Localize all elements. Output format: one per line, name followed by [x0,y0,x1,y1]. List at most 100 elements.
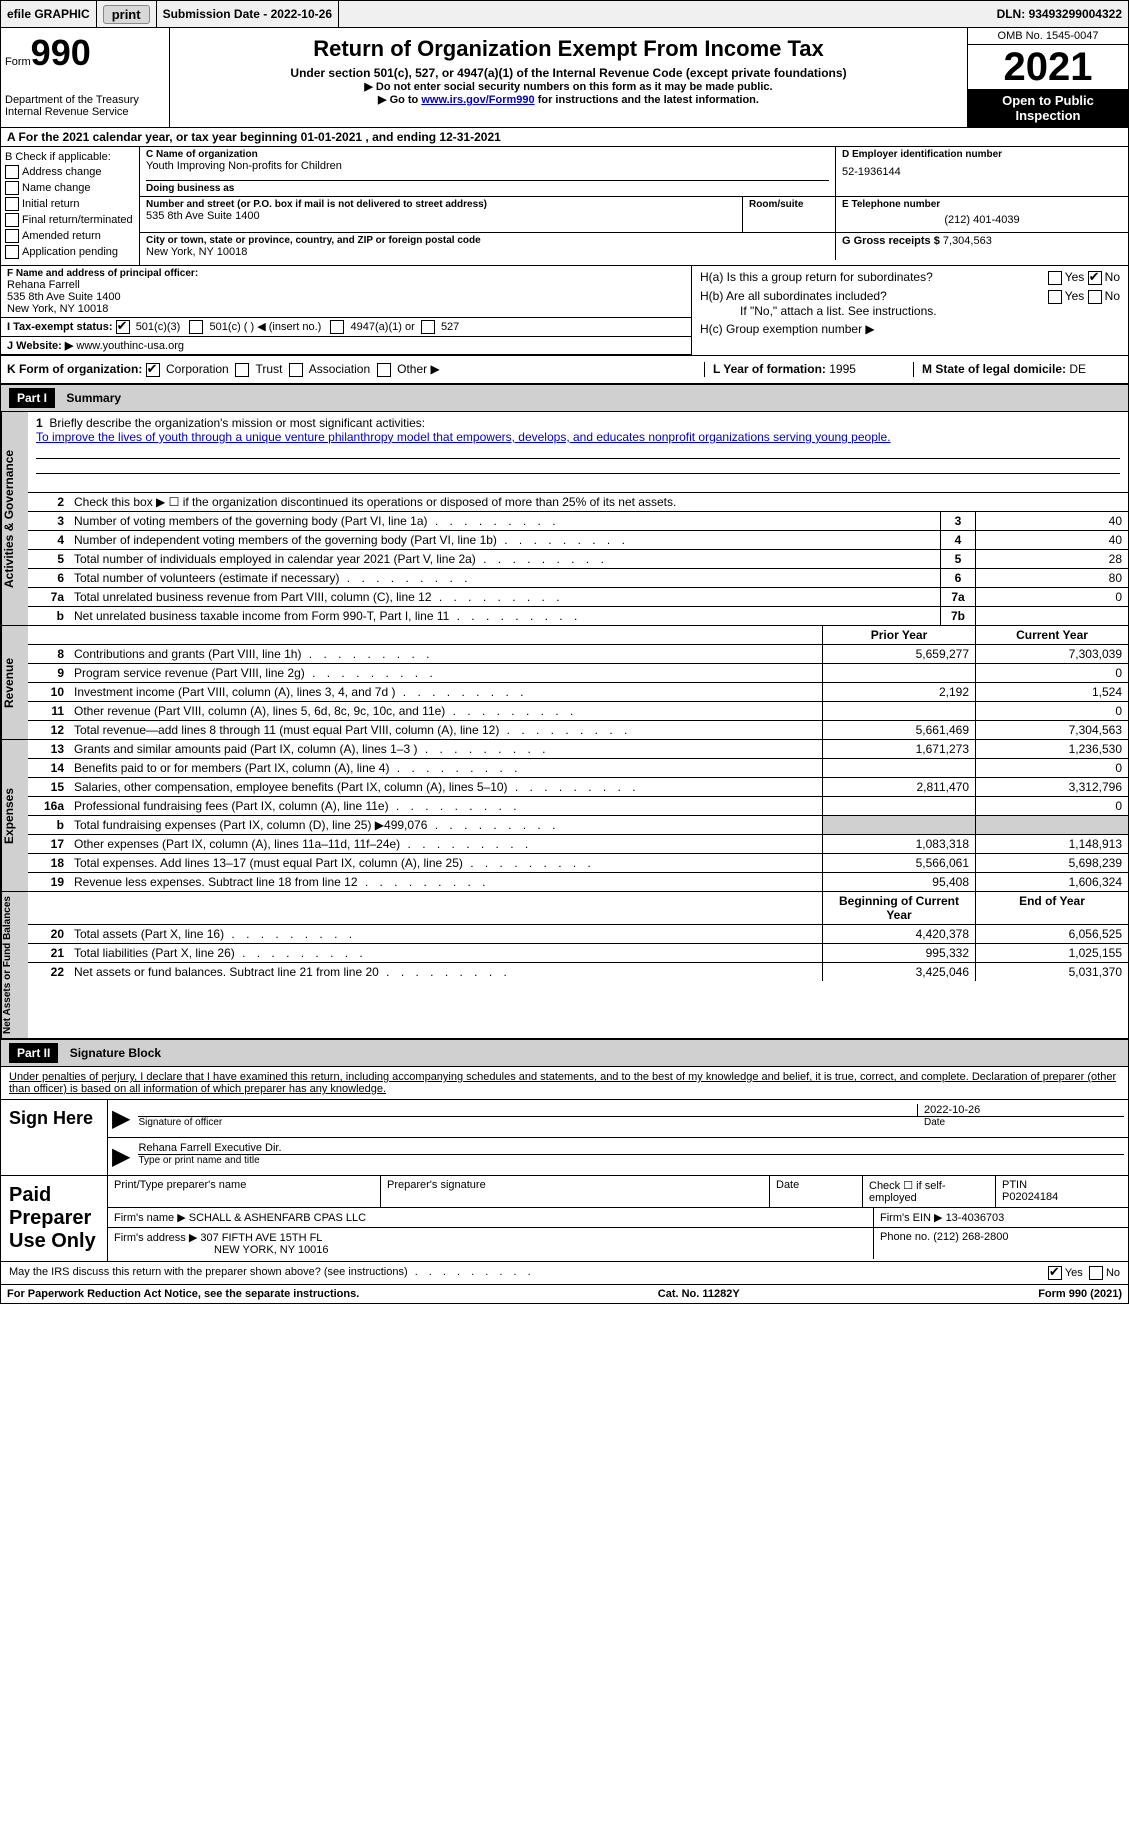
summary-line: 11 Other revenue (Part VIII, column (A),… [28,702,1128,721]
firm-addr1: 307 FIFTH AVE 15TH FL [200,1232,322,1244]
chk-association[interactable] [289,363,303,377]
chk-corporation[interactable] [146,363,160,377]
ha-yes[interactable] [1048,271,1062,285]
hb-label: H(b) Are all subordinates included? [700,289,887,303]
discuss-yes[interactable] [1048,1266,1062,1280]
ptin-value: P02024184 [1002,1191,1058,1203]
form-subtitle: Under section 501(c), 527, or 4947(a)(1)… [174,66,963,80]
website-note: ▶ Go to www.irs.gov/Form990 for instruct… [174,93,963,106]
summary-line: 10 Investment income (Part VIII, column … [28,683,1128,702]
chk-501c[interactable] [189,320,203,334]
summary-line: 5 Total number of individuals employed i… [28,550,1128,569]
discuss-no[interactable] [1089,1266,1103,1280]
top-bar: efile GRAPHIC print Submission Date - 20… [0,0,1129,28]
ein-value: 52-1936144 [842,160,1122,184]
summary-line: 13 Grants and similar amounts paid (Part… [28,740,1128,759]
irs-label: Internal Revenue Service [5,106,165,118]
part1-governance: Activities & Governance 1 Briefly descri… [0,412,1129,626]
chk-final-return[interactable]: Final return/terminated [5,213,135,227]
page-footer: For Paperwork Reduction Act Notice, see … [0,1285,1129,1304]
begin-year-header: Beginning of Current Year [822,892,975,924]
entity-info-grid: B Check if applicable: Address change Na… [0,147,1129,266]
col-b-checkboxes: B Check if applicable: Address change Na… [1,147,140,265]
street-address: 535 8th Ave Suite 1400 [146,210,736,222]
part1-net-assets: Net Assets or Fund Balances Beginning of… [0,892,1129,1039]
prior-year-header: Prior Year [822,626,975,644]
year-box: OMB No. 1545-0047 2021 Open to Public In… [968,28,1128,127]
phone-value: (212) 401-4039 [842,210,1122,230]
self-employed-check[interactable]: Check ☐ if self-employed [863,1176,996,1207]
dln: DLN: 93493299004322 [991,1,1128,27]
open-inspection: Open to Public Inspection [968,89,1128,127]
arrow-icon: ▶ [112,1104,130,1133]
chk-amended-return[interactable]: Amended return [5,229,135,243]
title-box: Return of Organization Exempt From Incom… [170,28,968,127]
chk-other[interactable] [377,363,391,377]
summary-line: 14 Benefits paid to or for members (Part… [28,759,1128,778]
chk-527[interactable] [421,320,435,334]
summary-line: 12 Total revenue—add lines 8 through 11 … [28,721,1128,739]
footer-right: Form 990 (2021) [1038,1288,1122,1300]
summary-line: 21 Total liabilities (Part X, line 26) 9… [28,944,1128,963]
summary-line: 8 Contributions and grants (Part VIII, l… [28,645,1128,664]
col-b-header: B Check if applicable: [5,151,135,163]
summary-line: 7a Total unrelated business revenue from… [28,588,1128,607]
chk-trust[interactable] [235,363,249,377]
officer-print-name: Rehana Farrell Executive Dir. [138,1142,1124,1155]
footer-mid: Cat. No. 11282Y [658,1288,740,1300]
summary-line: 17 Other expenses (Part IX, column (A), … [28,835,1128,854]
box-m-state: M State of legal domicile: DE [913,362,1122,377]
sig-officer-label: Signature of officer [138,1117,918,1128]
chk-501c3[interactable] [116,320,130,334]
irs-link[interactable]: www.irs.gov/Form990 [421,94,534,106]
prep-name-label: Print/Type preparer's name [108,1176,381,1207]
officer-addr1: 535 8th Ave Suite 1400 [7,291,685,303]
summary-line: 9 Program service revenue (Part VIII, li… [28,664,1128,683]
summary-line: 3 Number of voting members of the govern… [28,512,1128,531]
ptin-label: PTIN [1002,1179,1027,1191]
ha-no[interactable] [1088,271,1102,285]
part1-revenue: Revenue Prior Year Current Year 8 Contri… [0,626,1129,740]
officer-group-section: F Name and address of principal officer:… [0,266,1129,356]
omb-number: OMB No. 1545-0047 [968,28,1128,45]
prep-date-label: Date [770,1176,863,1207]
chk-application-pending[interactable]: Application pending [5,245,135,259]
chk-4947[interactable] [330,320,344,334]
box-k-form-org: K Form of organization: Corporation Trus… [7,362,704,377]
org-name-label: C Name of organization [146,149,829,160]
hb-no[interactable] [1088,290,1102,304]
tab-net-assets: Net Assets or Fund Balances [1,892,28,1038]
chk-name-change[interactable]: Name change [5,181,135,195]
summary-line: 6 Total number of volunteers (estimate i… [28,569,1128,588]
tax-year: 2021 [968,45,1128,89]
summary-line: 15 Salaries, other compensation, employe… [28,778,1128,797]
prep-sig-label: Preparer's signature [381,1176,770,1207]
box-e-phone: E Telephone number (212) 401-4039 [836,197,1128,233]
row-a-tax-year: A For the 2021 calendar year, or tax yea… [0,128,1129,147]
hb-note: If "No," attach a list. See instructions… [740,304,1120,318]
box-h-group: H(a) Is this a group return for subordin… [692,266,1128,355]
summary-line: 16a Professional fundraising fees (Part … [28,797,1128,816]
summary-line: b Total fundraising expenses (Part IX, c… [28,816,1128,835]
hb-yes[interactable] [1048,290,1062,304]
hc-label: H(c) Group exemption number ▶ [700,322,1120,336]
klm-row: K Form of organization: Corporation Trus… [0,356,1129,384]
org-name: Youth Improving Non-profits for Children [146,160,829,172]
firm-addr2: NEW YORK, NY 10016 [214,1244,329,1256]
print-button[interactable]: print [97,1,157,27]
summary-line: 18 Total expenses. Add lines 13–17 (must… [28,854,1128,873]
declaration-text: Under penalties of perjury, I declare th… [1,1067,1128,1100]
box-g-receipts: G Gross receipts $ 7,304,563 [836,233,1128,260]
current-year-header: Current Year [975,626,1128,644]
summary-line: 4 Number of independent voting members o… [28,531,1128,550]
firm-ein: 13-4036703 [946,1212,1005,1224]
line2-text: Check this box ▶ ☐ if the organization d… [70,493,1128,511]
chk-initial-return[interactable]: Initial return [5,197,135,211]
end-year-header: End of Year [975,892,1128,924]
ha-label: H(a) Is this a group return for subordin… [700,270,933,284]
chk-address-change[interactable]: Address change [5,165,135,179]
summary-line: b Net unrelated business taxable income … [28,607,1128,625]
box-f-officer: F Name and address of principal officer:… [1,266,691,318]
tab-revenue: Revenue [1,626,28,739]
mission-text: To improve the lives of youth through a … [36,430,1120,444]
